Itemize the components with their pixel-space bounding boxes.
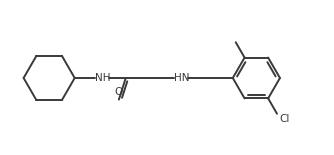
Text: O: O <box>115 87 123 97</box>
Text: HN: HN <box>174 73 189 83</box>
Text: Cl: Cl <box>279 114 289 124</box>
Text: NH: NH <box>96 73 111 83</box>
